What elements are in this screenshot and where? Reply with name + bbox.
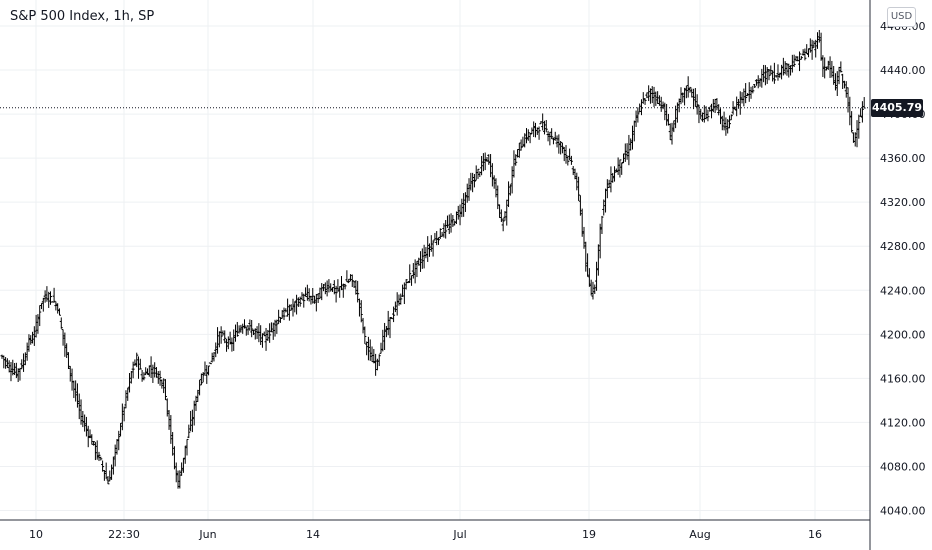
y-tick-label: 4280.00 bbox=[880, 240, 926, 253]
currency-badge[interactable]: USD bbox=[887, 7, 916, 27]
x-tick-label: 19 bbox=[582, 528, 596, 541]
y-tick-label: 4320.00 bbox=[880, 196, 926, 209]
y-tick-label: 4120.00 bbox=[880, 416, 926, 429]
x-tick-label: Jun bbox=[198, 528, 216, 541]
x-tick-label: 10 bbox=[29, 528, 43, 541]
y-tick-label: 4360.00 bbox=[880, 152, 926, 165]
y-tick-label: 4200.00 bbox=[880, 328, 926, 341]
x-tick-label: 14 bbox=[306, 528, 320, 541]
y-tick-label: 4440.00 bbox=[880, 64, 926, 77]
chart-title: S&P 500 Index, 1h, SP bbox=[10, 9, 155, 24]
x-tick-label: Aug bbox=[689, 528, 710, 541]
ohlc-bars bbox=[0, 29, 866, 489]
y-tick-label: 4240.00 bbox=[880, 284, 926, 297]
y-tick-label: 4040.00 bbox=[880, 505, 926, 518]
x-tick-label: Jul bbox=[452, 528, 466, 541]
x-tick-label: 16 bbox=[808, 528, 822, 541]
last-price-tag: 4405.79 bbox=[871, 99, 923, 117]
x-tick-label: 22:30 bbox=[108, 528, 140, 541]
y-tick-label: 4160.00 bbox=[880, 372, 926, 385]
y-tick-label: 4080.00 bbox=[880, 460, 926, 473]
